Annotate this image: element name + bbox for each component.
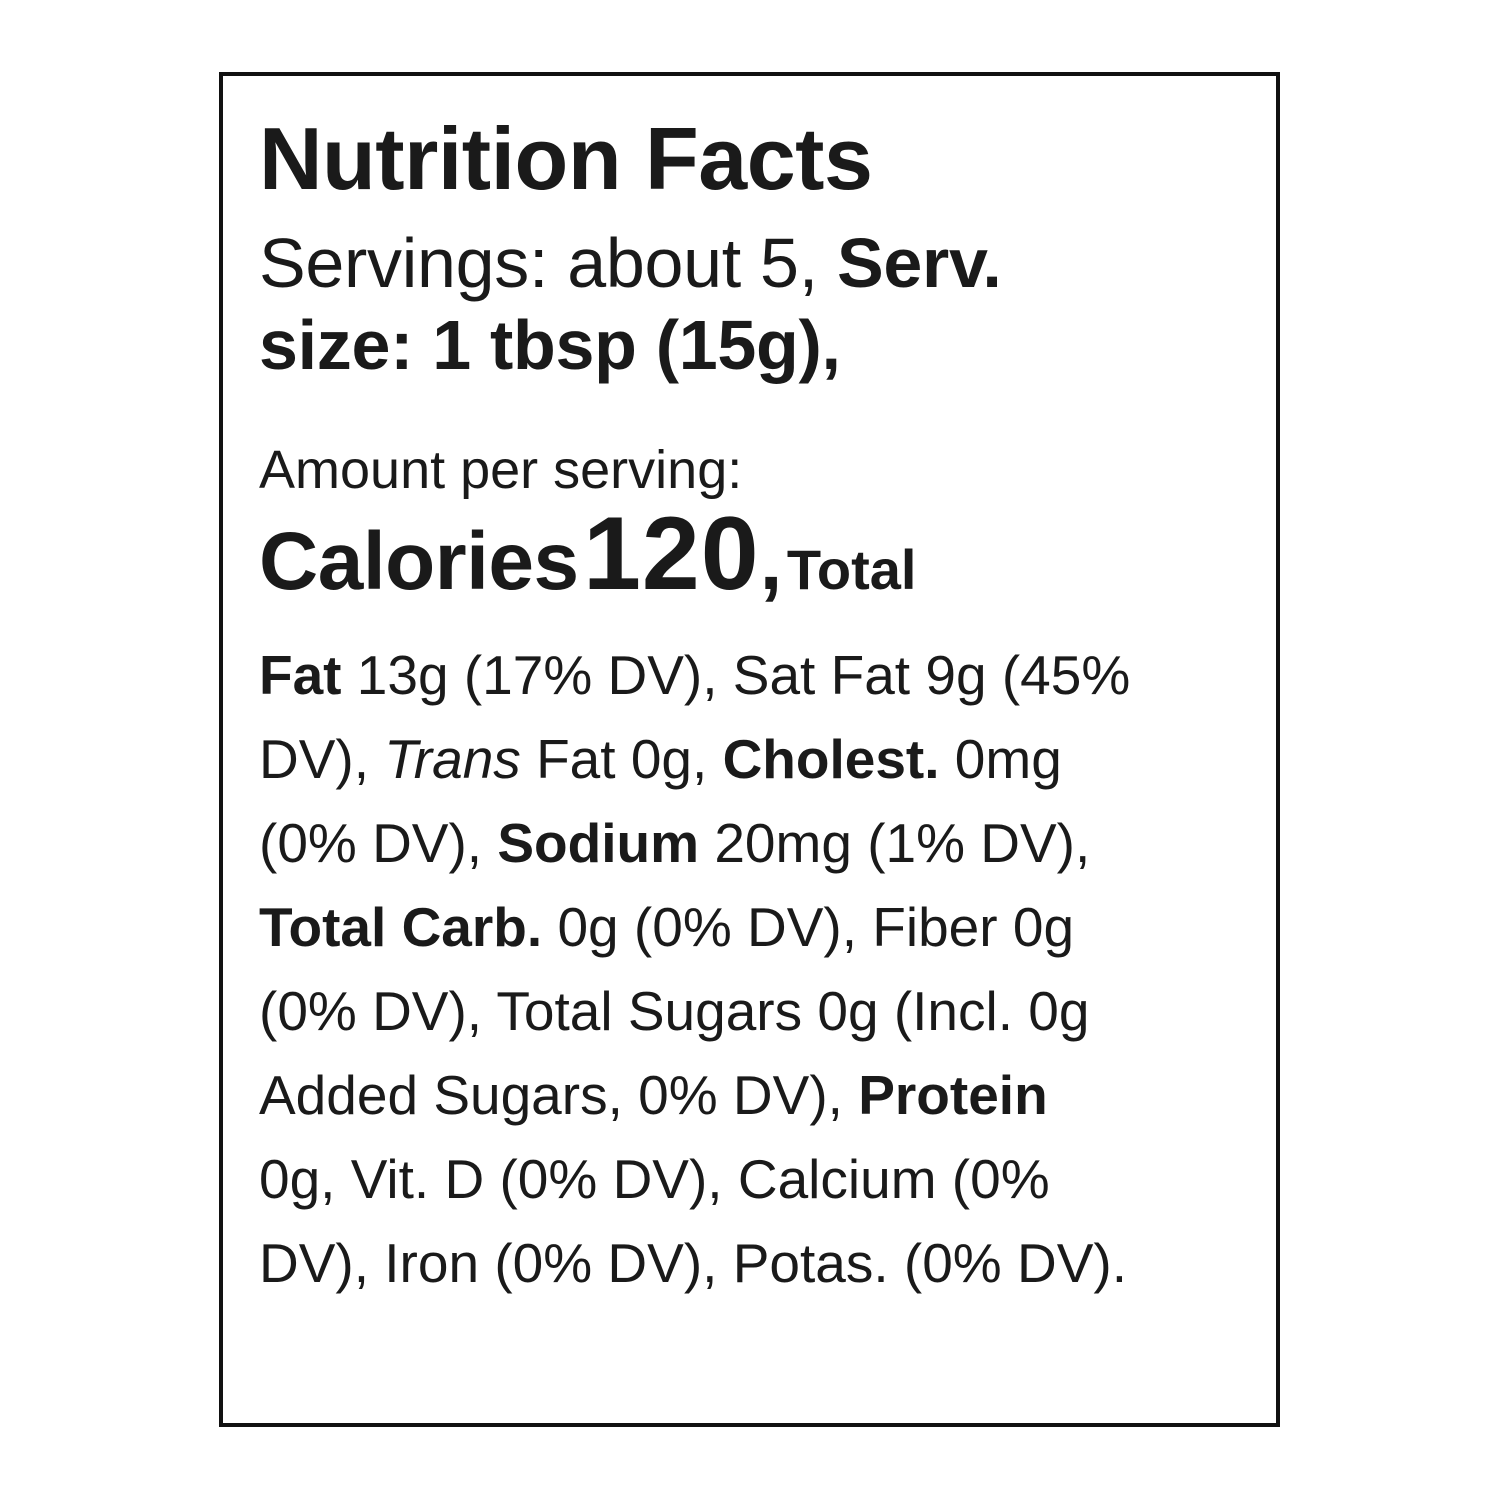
nutrient-name: Total Carb. [259,896,543,958]
calories-value: 120 [583,496,760,612]
nutrient-line: (0% DV), Total Sugars 0g (Incl. 0g [259,969,1259,1053]
servings-line-1: Servings: about 5, Serv. [259,222,1259,304]
servings-count: Servings: about 5, [259,224,837,302]
nutrient-name: Fat [259,644,342,706]
nutrient-name: Protein [858,1064,1048,1126]
label-title: Nutrition Facts [259,109,873,208]
nutrient-line: 0g, Vit. D (0% DV), Calcium (0% [259,1137,1259,1221]
nutrient-line: Fat 13g (17% DV), Sat Fat 9g (45% [259,633,1259,717]
calories-line: Calories 120, Total [259,502,1259,629]
nutrient-details: Fat 13g (17% DV), Sat Fat 9g (45% DV), Tr… [259,633,1259,1305]
calories-label: Calories [259,516,579,607]
nutrient-line: DV), Iron (0% DV), Potas. (0% DV). [259,1221,1259,1305]
nutrient-text: (0% DV), Total Sugars 0g (Incl. 0g [259,980,1090,1042]
serving-size-label-part-1: Serv. [837,224,1002,302]
nutrient-text: 13g (17% DV), Sat Fat 9g (45% [341,644,1131,706]
nutrient-line: (0% DV), Sodium 20mg (1% DV), [259,801,1259,885]
nutrition-facts-label: Nutrition Facts Servings: about 5, Serv.… [219,72,1280,1427]
nutrient-text: 0g (0% DV), Fiber 0g [542,896,1075,958]
nutrient-text: Fat 0g, [520,728,723,790]
nutrient-text: DV), [259,728,385,790]
nutrient-text: (0% DV), [259,812,498,874]
nutrient-line: Added Sugars, 0% DV), Protein [259,1053,1259,1137]
servings-info: Servings: about 5, Serv. size: 1 tbsp (1… [259,222,1259,386]
nutrient-text: 20mg (1% DV), [699,812,1091,874]
serving-size-value: size: 1 tbsp (15g), [259,306,841,384]
nutrient-text: Added Sugars, 0% DV), [259,1064,859,1126]
nutrient-text: DV), Iron (0% DV), Potas. (0% DV). [259,1232,1127,1294]
label-content: Nutrition Facts Servings: about 5, Serv.… [259,110,1259,1305]
nutrient-text: 0g, Vit. D (0% DV), Calcium (0% [259,1148,1050,1210]
nutrient-text: 0mg [939,728,1062,790]
nutrient-name: Sodium [497,812,700,874]
nutrient-name: Cholest. [722,728,940,790]
amount-per-serving: Amount per serving: [259,440,743,500]
nutrient-name-italic: Trans [384,728,521,790]
nutrient-line: Total Carb. 0g (0% DV), Fiber 0g [259,885,1259,969]
calories-comma: , [759,516,783,607]
total-fat-label-part-1: Total [786,538,917,601]
nutrient-line: DV), Trans Fat 0g, Cholest. 0mg [259,717,1259,801]
